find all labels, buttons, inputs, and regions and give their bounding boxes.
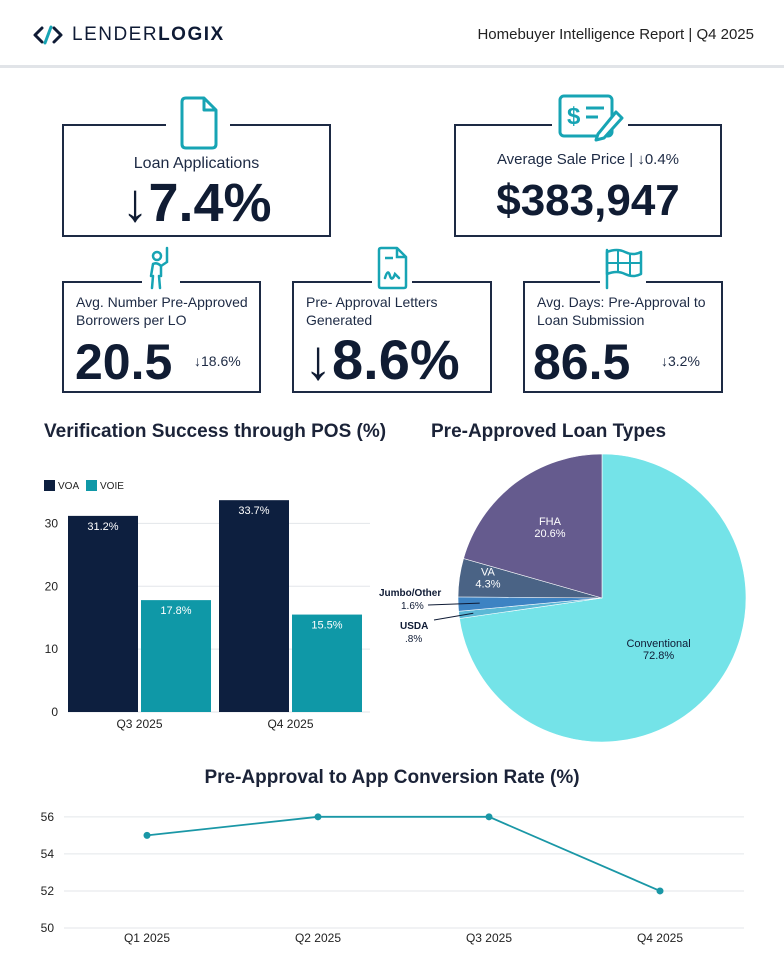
kpi-days-to-submission: Avg. Days: Pre-Approval to Loan Submissi… [523,281,723,393]
invoice-pen-icon: $ [558,94,624,142]
bar-voie-1 [292,614,362,712]
bar-data-label: 17.8% [160,605,191,617]
kpi-change: ↓18.6% [194,353,241,369]
line-point [485,813,493,821]
person-raising-hand-icon [149,246,169,290]
pie-label-value: 72.8% [643,650,674,662]
conversion-line [146,815,661,892]
bar-data-label: 33.7% [238,505,269,517]
line-point [656,887,664,895]
pie-leader-line [433,612,474,621]
kpi-label: Avg. Days: Pre-Approval to Loan Submissi… [537,294,706,329]
pie-slice-conventional [459,453,747,743]
pie-slice-fha [463,453,603,599]
svg-text:$: $ [567,103,581,130]
kpi-label: Average Sale Price | ↓0.4% [456,150,720,170]
bar-voie-0 [141,600,211,712]
line-y-tick: 54 [41,847,55,861]
kpi-value: 20.5 [75,334,173,390]
pie-label-value: 20.6% [534,528,565,540]
signed-document-icon [377,246,408,290]
bar-y-tick: 10 [45,642,59,656]
line-x-tick: Q1 2025 [124,931,170,945]
kpi-label: Pre- Approval Letters Generated [306,294,438,329]
conversion-line-chart: 50 52 54 56 Q1 2025 Q2 2025 Q3 2025 Q4 2025 [41,810,744,945]
line-y-tick: 50 [41,921,55,935]
kpi-letters-generated: Pre- Approval Letters Generated ↓8.6% [292,281,492,393]
bar-y-tick: 20 [45,579,59,593]
legend-label-voie: VOIE [100,481,124,492]
bar-y-tick: 30 [45,516,59,530]
legend-swatch-voa [44,480,55,491]
kpi-change: ↓3.2% [661,353,700,369]
pie-chart-title: Pre-Approved Loan Types [431,421,667,442]
pie-label-name: USDA [400,621,428,632]
kpi-value: 86.5 [533,334,631,390]
pie-label-value: .8% [405,634,422,645]
kpi-value: $383,947 [496,176,680,225]
bar-y-tick: 0 [51,705,58,719]
code-brackets-icon [33,25,63,45]
report-title: Homebuyer Intelligence Report | Q4 2025 [477,26,754,43]
legend-swatch-voie [86,480,97,491]
bar-voa-1 [219,500,289,712]
pie-label-name: Conventional [626,638,690,650]
finish-flag-icon [605,248,643,290]
line-x-tick: Q4 2025 [637,931,683,945]
bar-data-label: 31.2% [87,521,118,533]
line-point [143,831,151,839]
kpi-label-text: Average Sale Price [496,151,626,168]
kpi-change: | ↓0.4% [629,151,680,168]
kpi-label: Avg. Number Pre-Approved Borrowers per L… [76,294,248,329]
kpi-average-sale-price: Average Sale Price | ↓0.4% $383,947 [454,124,722,237]
line-y-tick: 52 [41,884,55,898]
bar-voa-0 [68,515,138,712]
bar-data-label: 15.5% [311,620,342,632]
kpi-borrowers-per-lo: Avg. Number Pre-Approved Borrowers per L… [62,281,261,393]
line-y-tick: 56 [41,810,55,824]
bar-x-tick: Q3 2025 [116,717,162,731]
kpi-value: ↓8.6% [304,328,460,391]
legend-label-voa: VOA [58,481,79,492]
pie-leader-line [427,602,480,606]
line-x-tick: Q3 2025 [466,931,512,945]
lenderlogix-logo: LENDERLOGIX [32,22,225,48]
logo-word-logix: LOGIX [158,24,225,45]
line-point [314,813,322,821]
line-chart-title: Pre-Approval to App Conversion Rate (%) [204,767,580,788]
logo-word-lender: LENDER [72,24,159,45]
kpi-value: ↓7.4% [121,173,272,233]
verification-bar-chart: 0 10 20 30 VOA VOIE 31.2% 17.8% Q3 2025 33.7% 15.5… [44,480,370,731]
pie-label-value: 1.6% [401,601,424,612]
line-x-tick: Q2 2025 [295,931,341,945]
bar-x-tick: Q4 2025 [267,717,313,731]
pie-label-value: 4.3% [475,579,500,591]
document-icon [180,96,218,150]
pie-label-name: VA [481,567,496,579]
bar-chart-title: Verification Success through POS (%) [44,421,387,442]
pie-label-name: FHA [539,516,562,528]
kpi-label: Loan Applications [133,155,260,172]
pie-label-name: Jumbo/Other [379,588,441,599]
report-header: LENDERLOGIX Homebuyer Intelligence Repor… [0,0,784,68]
